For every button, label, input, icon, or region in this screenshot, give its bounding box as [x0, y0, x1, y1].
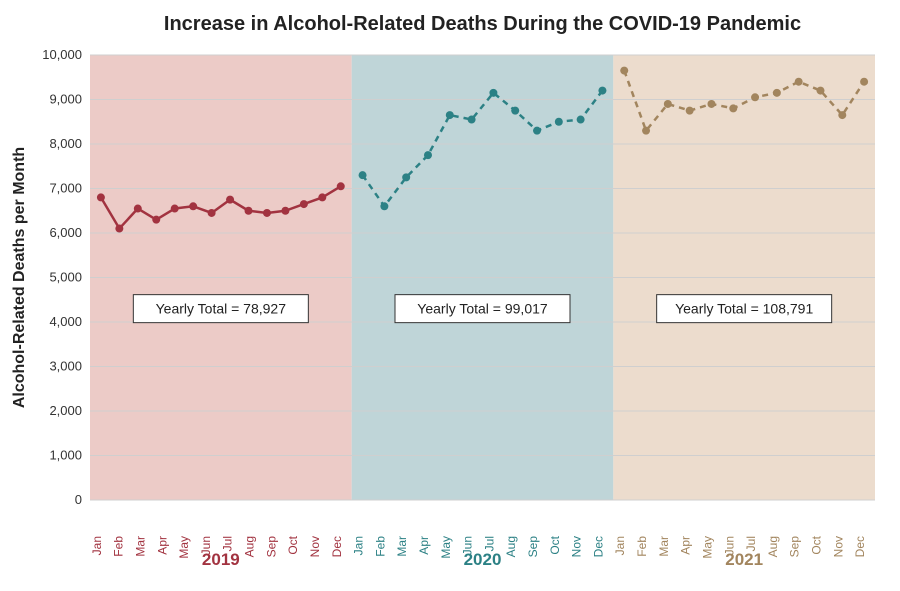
- marker: [489, 89, 497, 97]
- marker: [555, 118, 563, 126]
- marker: [598, 87, 606, 95]
- month-label: Jan: [90, 536, 104, 555]
- marker: [189, 202, 197, 210]
- month-label: Oct: [548, 535, 562, 554]
- month-label: Jan: [613, 536, 627, 555]
- month-label: Apr: [155, 536, 169, 555]
- month-label: Feb: [112, 536, 126, 557]
- ytick-label: 0: [75, 492, 82, 507]
- ytick-label: 7,000: [49, 181, 82, 196]
- month-label: Aug: [243, 536, 257, 557]
- month-label: Apr: [679, 536, 693, 555]
- month-label: Oct: [286, 535, 300, 554]
- year-label-2020: 2020: [464, 550, 502, 569]
- marker: [707, 100, 715, 108]
- month-label: Mar: [657, 536, 671, 557]
- marker: [318, 193, 326, 201]
- annotation-text-2021: Yearly Total = 108,791: [675, 301, 813, 317]
- marker: [134, 205, 142, 213]
- month-label: Aug: [766, 536, 780, 557]
- ytick-label: 5,000: [49, 270, 82, 285]
- marker: [380, 202, 388, 210]
- marker: [773, 89, 781, 97]
- ytick-label: 1,000: [49, 448, 82, 463]
- ytick-label: 8,000: [49, 136, 82, 151]
- marker: [424, 151, 432, 159]
- marker: [795, 78, 803, 86]
- y-axis-label: Alcohol-Related Deaths per Month: [11, 147, 28, 408]
- ytick-label: 9,000: [49, 92, 82, 107]
- marker: [664, 100, 672, 108]
- marker: [402, 173, 410, 181]
- month-label: Dec: [591, 536, 605, 557]
- month-label: May: [177, 536, 191, 559]
- month-label: Feb: [635, 536, 649, 557]
- month-label: Sep: [788, 536, 802, 558]
- month-label: Jan: [352, 536, 366, 555]
- marker: [359, 171, 367, 179]
- marker: [208, 209, 216, 217]
- ytick-label: 2,000: [49, 403, 82, 418]
- marker: [245, 207, 253, 215]
- month-label: Aug: [504, 536, 518, 557]
- ytick-label: 4,000: [49, 314, 82, 329]
- ytick-label: 3,000: [49, 359, 82, 374]
- marker: [226, 196, 234, 204]
- marker: [686, 107, 694, 115]
- marker: [816, 87, 824, 95]
- month-label: Mar: [134, 536, 148, 557]
- marker: [300, 200, 308, 208]
- month-label: Apr: [417, 536, 431, 555]
- month-label: Nov: [570, 536, 584, 557]
- chart-title: Increase in Alcohol-Related Deaths Durin…: [164, 13, 801, 35]
- chart-svg: 0 1,000 2,000 3,000 4,000 5,000 6,000 7,000 8,00…: [0, 0, 900, 591]
- month-label: May: [439, 536, 453, 559]
- month-label: Oct: [809, 535, 823, 554]
- marker: [511, 107, 519, 115]
- marker: [533, 127, 541, 135]
- marker: [281, 207, 289, 215]
- month-label: Feb: [373, 536, 387, 557]
- marker: [860, 78, 868, 86]
- marker: [838, 111, 846, 119]
- marker: [97, 193, 105, 201]
- marker: [263, 209, 271, 217]
- month-label: Sep: [264, 536, 278, 558]
- marker: [729, 104, 737, 112]
- ytick-label: 6,000: [49, 225, 82, 240]
- marker: [751, 93, 759, 101]
- month-label: Nov: [308, 536, 322, 557]
- month-label: Dec: [330, 536, 344, 557]
- annotation-text-2019: Yearly Total = 78,927: [156, 301, 287, 317]
- year-label-2021: 2021: [725, 550, 763, 569]
- chart-container: 0 1,000 2,000 3,000 4,000 5,000 6,000 7,000 8,00…: [0, 0, 900, 591]
- marker: [152, 216, 160, 224]
- marker: [446, 111, 454, 119]
- marker: [620, 67, 628, 75]
- month-label: Sep: [526, 536, 540, 558]
- month-label: Mar: [395, 536, 409, 557]
- month-label: May: [700, 536, 714, 559]
- marker: [468, 116, 476, 124]
- marker: [642, 127, 650, 135]
- marker: [337, 182, 345, 190]
- marker: [115, 225, 123, 233]
- annotation-text-2020: Yearly Total = 99,017: [417, 301, 548, 317]
- ytick-label: 10,000: [42, 47, 82, 62]
- month-label: Dec: [853, 536, 867, 557]
- month-label: Nov: [831, 536, 845, 557]
- marker: [171, 205, 179, 213]
- year-label-2019: 2019: [202, 550, 240, 569]
- marker: [577, 116, 585, 124]
